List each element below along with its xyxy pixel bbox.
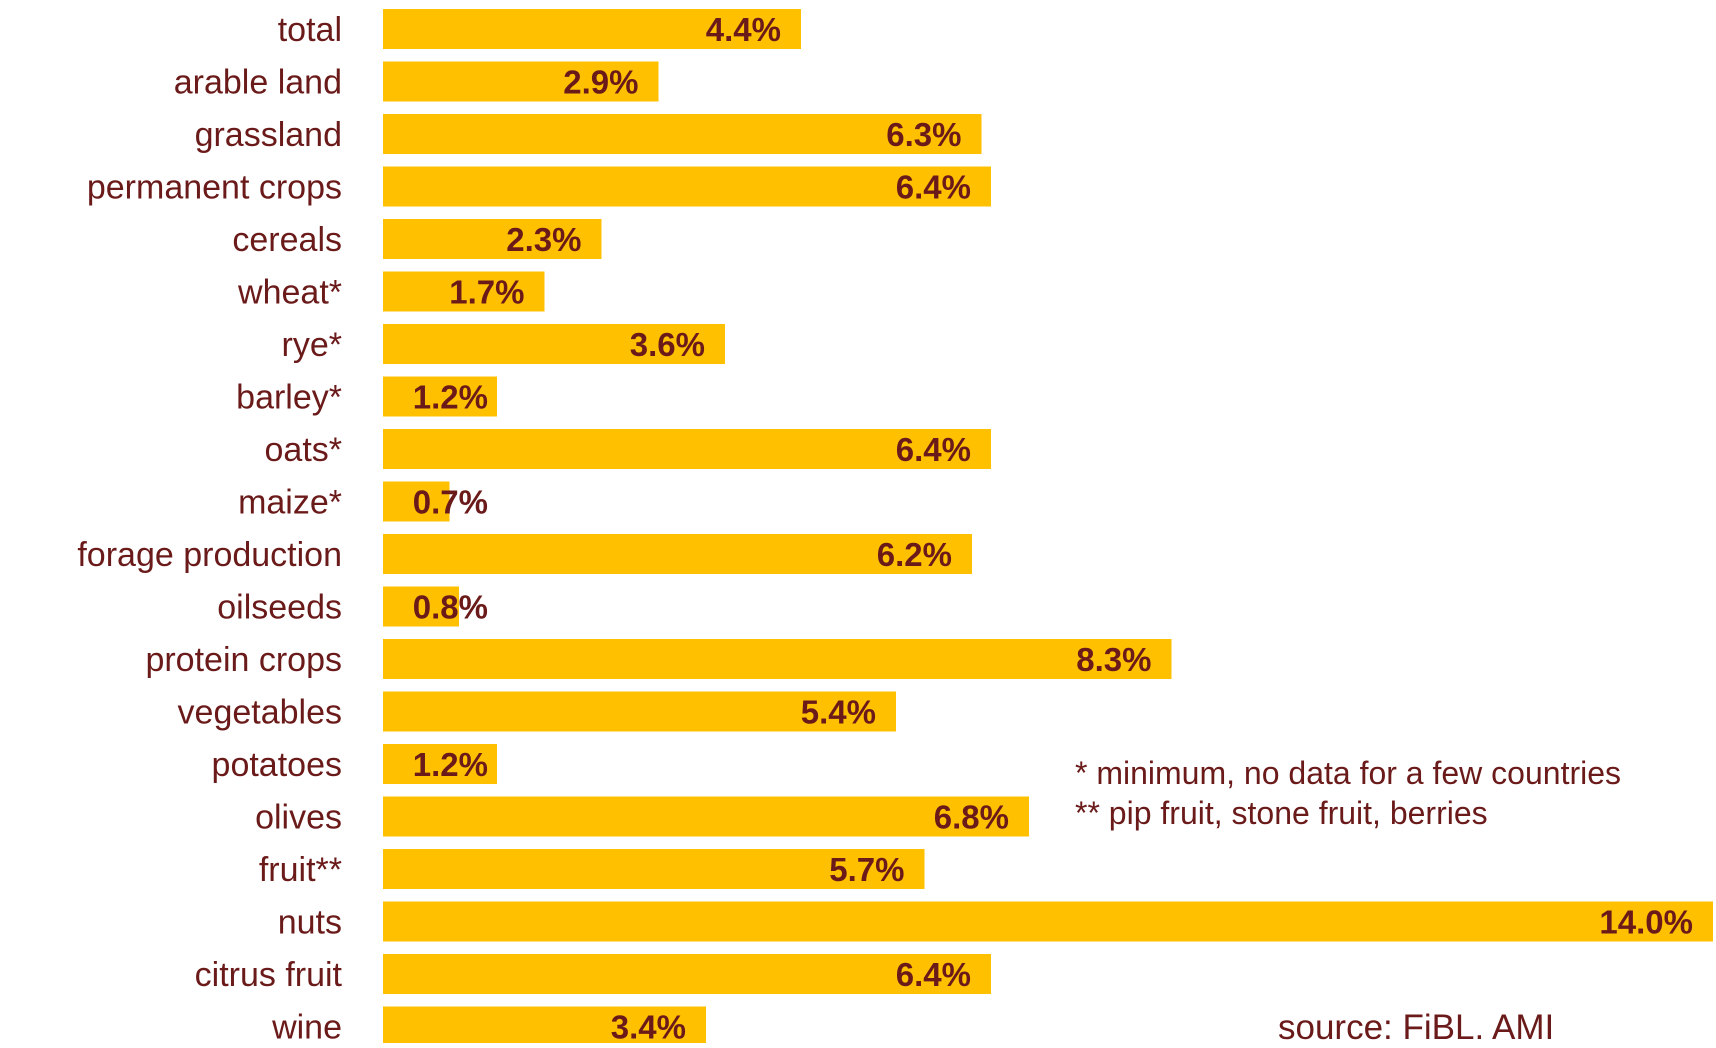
footnote-fruit: ** pip fruit, stone fruit, berries xyxy=(1075,795,1488,831)
category-label: arable land xyxy=(174,64,342,102)
value-label: 5.7% xyxy=(829,851,904,888)
bar xyxy=(383,586,459,627)
category-label: maize* xyxy=(238,484,342,522)
bar xyxy=(383,271,545,312)
value-label: 8.3% xyxy=(1076,641,1151,678)
bar xyxy=(383,429,991,469)
value-label: 6.4% xyxy=(896,431,971,468)
value-label: 0.7% xyxy=(413,484,488,521)
bar xyxy=(383,481,450,522)
value-label: 4.4% xyxy=(706,11,781,48)
value-label: 14.0% xyxy=(1599,904,1693,941)
value-label: 2.9% xyxy=(563,64,638,101)
value-label: 3.6% xyxy=(630,326,705,363)
footnote-minimum: * minimum, no data for a few countries xyxy=(1075,755,1622,791)
bar xyxy=(383,744,497,784)
category-label: olives xyxy=(255,799,342,837)
bar xyxy=(383,376,497,417)
value-label: 1.2% xyxy=(413,379,488,416)
bar xyxy=(383,166,991,207)
bar xyxy=(383,691,896,732)
source-note: source: FiBL. AMI xyxy=(1278,1008,1555,1047)
value-label: 6.8% xyxy=(934,799,1009,836)
value-label: 1.2% xyxy=(413,746,488,783)
value-label: 1.7% xyxy=(449,274,524,311)
bar xyxy=(383,1006,706,1043)
value-label: 6.3% xyxy=(886,116,961,153)
bar xyxy=(383,61,659,102)
category-label: fruit** xyxy=(259,851,342,889)
bar xyxy=(383,849,925,889)
bar xyxy=(383,9,801,49)
bar xyxy=(383,901,1713,942)
value-label: 5.4% xyxy=(801,694,876,731)
category-label: potatoes xyxy=(212,746,342,784)
bar xyxy=(383,219,602,259)
category-label: wheat* xyxy=(237,274,342,312)
footnotes: * minimum, no data for a few countries *… xyxy=(1075,753,1621,833)
category-label: protein crops xyxy=(145,641,342,679)
category-label: citrus fruit xyxy=(195,956,343,994)
category-label: nuts xyxy=(278,904,342,942)
category-label: cereals xyxy=(232,221,342,259)
value-label: 6.4% xyxy=(896,169,971,206)
value-label: 6.4% xyxy=(896,956,971,993)
value-label: 0.8% xyxy=(413,589,488,626)
bar xyxy=(383,954,991,994)
category-label: forage production xyxy=(77,536,342,574)
bar xyxy=(383,639,1172,679)
bar xyxy=(383,114,982,154)
category-label: barley* xyxy=(236,379,342,417)
category-label: oilseeds xyxy=(217,589,342,627)
value-label: 2.3% xyxy=(506,221,581,258)
bar xyxy=(383,796,1029,837)
category-label: wine xyxy=(271,1009,342,1044)
category-label: permanent crops xyxy=(87,169,342,207)
bar xyxy=(383,324,725,364)
value-label: 6.2% xyxy=(877,536,952,573)
category-label: rye* xyxy=(282,326,342,364)
category-label: total xyxy=(278,11,342,49)
value-label: 3.4% xyxy=(611,1009,686,1044)
bar xyxy=(383,534,972,574)
category-label: oats* xyxy=(265,431,343,469)
category-label: grassland xyxy=(195,116,342,154)
category-label: vegetables xyxy=(178,694,342,732)
